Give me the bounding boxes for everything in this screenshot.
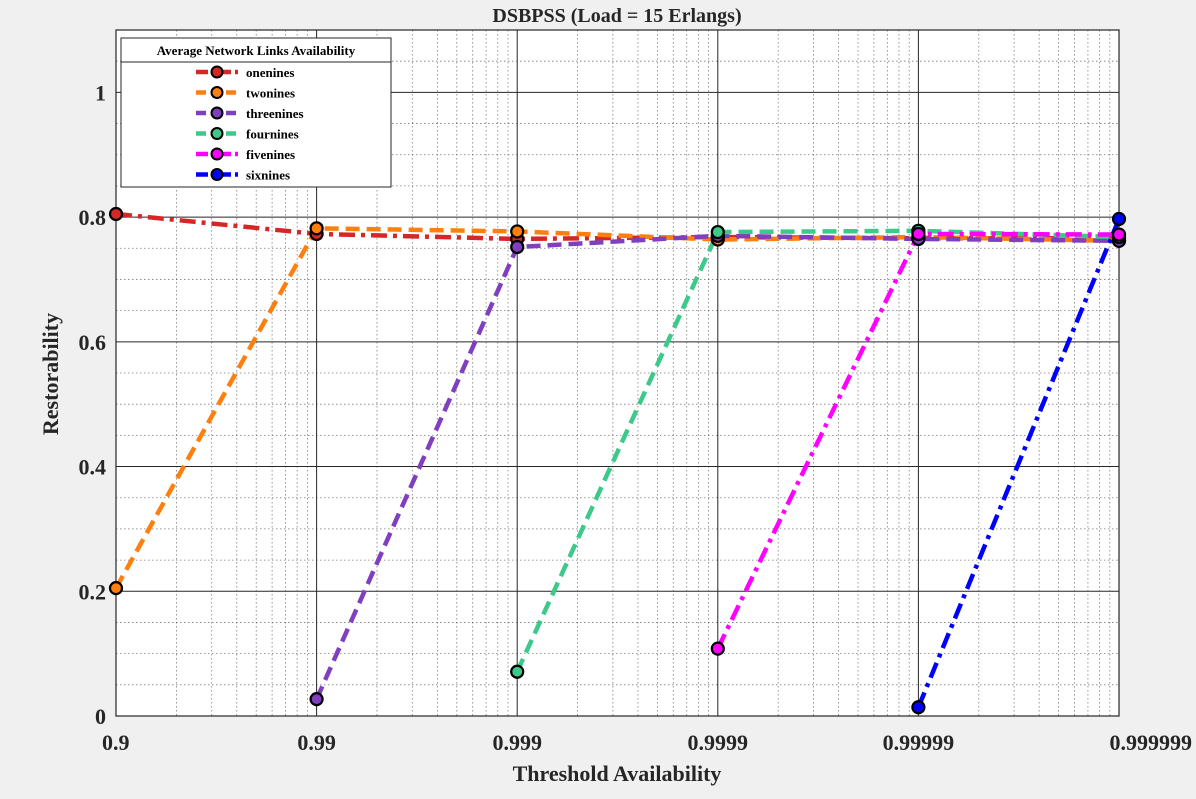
data-point-fournines bbox=[510, 664, 525, 679]
legend-marker-onenines bbox=[210, 65, 224, 79]
legend-marker-sixnines bbox=[210, 168, 224, 181]
x-tick-label: 0.999 bbox=[492, 730, 542, 755]
markers-sixnines bbox=[911, 211, 1127, 715]
y-tick-label: 0.6 bbox=[79, 330, 107, 355]
legend-label-sixnines: sixnines bbox=[246, 168, 290, 183]
data-point-twonines bbox=[108, 581, 124, 596]
plot-frame bbox=[115, 29, 1120, 717]
legend-label-threenines: threenines bbox=[246, 106, 304, 121]
legend-box bbox=[120, 37, 392, 188]
y-tick-label: 0.4 bbox=[79, 455, 107, 480]
data-point-fivenines bbox=[1111, 227, 1127, 242]
legend-marker-fournines bbox=[210, 127, 224, 140]
data-point-sixnines bbox=[911, 700, 926, 715]
data-point-sixnines bbox=[1111, 211, 1127, 227]
y-axis-label: Restorability bbox=[38, 313, 63, 435]
data-point-threenines bbox=[510, 239, 525, 255]
legend-marker-fivenines bbox=[210, 147, 224, 161]
markers-fivenines bbox=[710, 226, 1127, 656]
x-axis-label: Threshold Availability bbox=[513, 761, 722, 786]
legend-marker-threenines bbox=[210, 106, 224, 120]
y-tick-label: 1 bbox=[95, 80, 106, 105]
data-point-fivenines bbox=[710, 641, 725, 656]
data-point-twonines bbox=[510, 224, 525, 239]
x-tick-label: 0.9999 bbox=[688, 730, 749, 755]
x-tick-label: 0.99 bbox=[297, 730, 336, 755]
data-point-threenines bbox=[309, 692, 324, 707]
x-tick-label: 0.999999 bbox=[1110, 730, 1193, 755]
y-tick-label: 0.8 bbox=[79, 205, 107, 230]
data-point-fivenines bbox=[911, 226, 926, 242]
y-tick-label: 0 bbox=[95, 704, 106, 729]
legend-label-onenines: onenines bbox=[246, 65, 294, 80]
data-point-fournines bbox=[710, 224, 725, 240]
series-sixnines bbox=[916, 218, 1122, 709]
series-fournines bbox=[515, 228, 1120, 673]
legend-label-fivenines: fivenines bbox=[246, 147, 295, 162]
y-tick-label: 0.2 bbox=[79, 579, 107, 604]
series-line-sixnines bbox=[916, 218, 1122, 709]
legend-label-twonines: twonines bbox=[246, 86, 295, 101]
legend-label-fournines: fournines bbox=[246, 127, 299, 142]
legend-marker-twonines bbox=[210, 86, 224, 99]
series-line-fournines bbox=[515, 228, 1120, 673]
legend: Average Network Links Availability onenin… bbox=[120, 37, 392, 188]
series-twonines bbox=[114, 226, 1120, 590]
data-point-onenines bbox=[108, 206, 124, 222]
series-line-twonines bbox=[114, 226, 1120, 590]
legend-title: Average Network Links Availability bbox=[157, 43, 356, 58]
x-tick-label: 0.9 bbox=[102, 730, 130, 755]
x-tick-label: 0.99999 bbox=[883, 730, 955, 755]
chart-title: DSBPSS (Load = 15 Erlangs) bbox=[492, 5, 741, 27]
data-point-twonines bbox=[309, 221, 324, 236]
